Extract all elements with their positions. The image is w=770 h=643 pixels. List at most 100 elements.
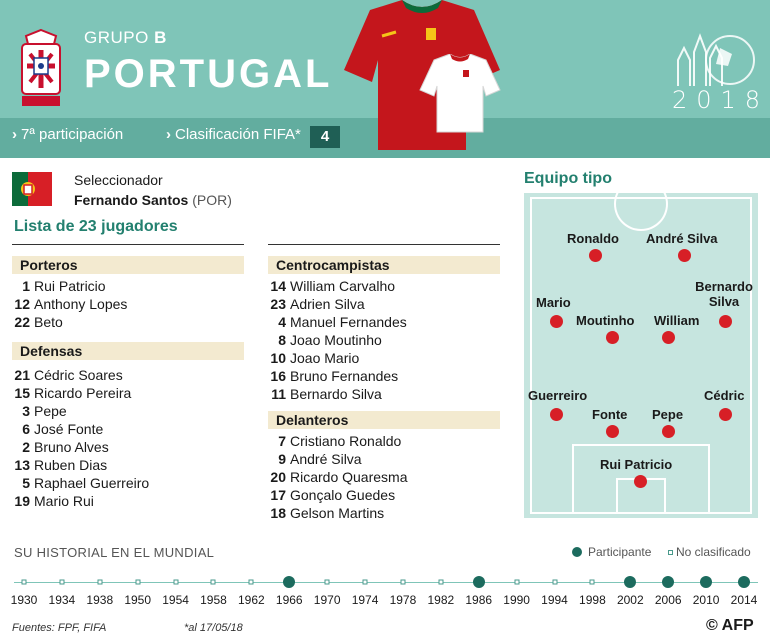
country-title: PORTUGAL [84,52,333,96]
player-row: 15 Ricardo Pereira [14,385,132,401]
timeline-year-label: 2010 [692,593,720,607]
fifa-ranking-value: 4 [310,126,340,148]
timeline-participant-marker [624,576,637,588]
lineup-player-label: Rui Patricio [600,457,673,472]
lineup-player-dot [589,249,602,262]
forwards-list: 7 Cristiano Ronaldo 9 André Silva 20 Ricard… [268,432,408,522]
timeline-year-label: 1990 [503,593,530,607]
player-row: 5 Raphael Guerreiro [22,475,150,491]
timeline-year-label: 1998 [579,593,606,607]
timeline-year-label: 1974 [351,593,379,607]
participation-count: › 7ª participación [12,126,124,143]
timeline-not-qualified-marker [589,579,595,585]
player-row: 21 Cédric Soares [14,367,123,383]
legend-participant: Participante [572,545,651,559]
timeline-not-qualified-marker [173,579,179,585]
legend-not-qualified: No clasificado [668,545,751,559]
player-row: 19 Mario Rui [14,493,94,509]
lineup-player-label: Cédric [704,388,745,403]
timeline-year-label: 1978 [389,593,417,607]
divider [268,244,500,245]
player-row: 12 Anthony Lopes [14,296,128,312]
timeline-year-label: 2006 [654,593,682,607]
player-row: 13 Ruben Dias [14,457,108,473]
lineup-player-label: Bernardo Silva [695,279,753,309]
afp-credit: © AFP [706,617,754,634]
lineup-player-dot [550,315,563,328]
timeline-not-qualified-marker [97,579,103,585]
timeline-not-qualified-marker [324,579,330,585]
not-qualified-marker-icon [668,550,673,555]
timeline-year-label: 1930 [10,593,38,607]
player-row: 9 André Silva [278,451,362,467]
section-centrocampistas: Centrocampistas [268,256,500,274]
timeline-not-qualified-marker [59,579,65,585]
player-row: 16 Bruno Fernandes [270,368,399,384]
player-row: 6 José Fonte [22,421,104,437]
lineup-player-dot [606,425,619,438]
timeline-year-label: 1938 [86,593,114,607]
date-note: *al 17/05/18 [184,622,243,634]
squad-list-title: Lista de 23 jugadores [14,218,178,235]
player-row: 11 Bernardo Silva [271,386,382,402]
coach-name: Fernando Santos (POR) [74,192,232,208]
player-row: 7 Cristiano Ronaldo [278,433,402,449]
lineup-player-label: Mario [536,295,571,310]
timeline-participant-marker [738,576,750,588]
timeline-participant-marker [700,576,713,588]
timeline-not-qualified-marker [135,579,141,585]
timeline-year-label: 1982 [427,593,455,607]
section-delanteros: Delanteros [268,411,500,429]
player-row: 4 Manuel Fernandes [278,314,407,330]
section-defensas: Defensas [12,342,244,360]
player-row: 14 William Carvalho [270,278,396,294]
lineup-player-label: André Silva [646,231,718,246]
defenders-list: 21 Cédric Soares 15 Ricardo Pereira 3 Pepe … [12,366,149,510]
center-circle [614,177,668,231]
timeline-not-qualified-marker [514,579,520,585]
russia-2018-logo-icon [677,33,755,86]
timeline-year-label: 1954 [162,593,189,607]
lineup-player-label: Ronaldo [567,231,619,246]
section-porteros: Porteros [12,256,244,274]
tournament-year: 2018 [672,86,770,114]
fifa-ranking-label: › Clasificación FIFA* [166,126,301,143]
timeline-not-qualified-marker [438,579,444,585]
timeline-year-label: 2002 [616,593,644,607]
lineup-player-dot [634,475,647,488]
timeline-participant-marker [283,576,296,588]
fpf-crest-icon [21,28,61,106]
timeline-line [14,582,758,583]
timeline-year-label: 1994 [541,593,568,607]
player-row: 10 Joao Mario [270,350,360,366]
lineup-player-label: William [654,313,700,328]
lineup-player-dot [719,315,732,328]
lineup-player-dot [719,408,732,421]
lineup-player-label: Fonte [592,407,628,422]
timeline-not-qualified-marker [362,579,368,585]
timeline-not-qualified-marker [248,579,254,585]
timeline-year-label: 1962 [238,593,265,607]
lineup-player-dot [662,331,675,344]
player-row: 2 Bruno Alves [22,439,109,455]
timeline-not-qualified-marker [21,579,27,585]
player-row: 20 Ricardo Quaresma [270,469,408,485]
player-row: 3 Pepe [22,403,67,419]
timeline-year-label: 1958 [200,593,227,607]
lineup-player-dot [606,331,619,344]
timeline-not-qualified-marker [210,579,216,585]
sources-note: Fuentes: FPF, FIFA [12,622,107,634]
timeline-year-label: 2014 [730,593,758,607]
goalkeepers-list: 1 Rui Patricio 12 Anthony Lopes 22 Beto [12,277,127,331]
player-row: 1 Rui Patricio [22,278,106,294]
player-row: 22 Beto [14,314,63,330]
divider [12,244,244,245]
timeline-year-label: 1934 [48,593,76,607]
lineup-player-dot [550,408,563,421]
lineup-player-dot [662,425,675,438]
pitch: Ronaldo André Silva Mario Moutinho Willi… [524,177,758,518]
timeline-year-label: 1966 [275,593,303,607]
player-row: 17 Gonçalo Guedes [270,487,396,503]
player-row: 8 Joao Moutinho [278,332,382,348]
